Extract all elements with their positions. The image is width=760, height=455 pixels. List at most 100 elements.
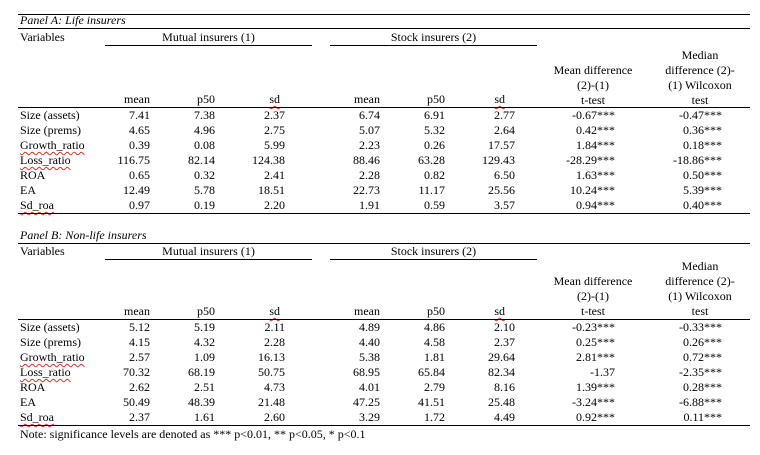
- header-line: difference (2)-: [665, 63, 735, 77]
- cell-stock-p50: 0.26: [424, 138, 445, 152]
- cell-median-diff: -0.33***: [679, 320, 722, 334]
- panel-b-variables-header: Variables: [20, 244, 65, 258]
- cell-mutual-mean: 2.62: [129, 380, 150, 394]
- cell-stock-sd: 29.64: [488, 350, 515, 364]
- cell-stock-mean: 2.23: [359, 138, 380, 152]
- header-line: difference (2)-: [665, 274, 735, 288]
- cell-stock-sd: 129.43: [482, 153, 515, 167]
- panel-b-col-p50-mutual: p50: [197, 304, 215, 318]
- panel-b-median-diff-header: Median difference (2)- (1) Wilcoxon test: [650, 259, 750, 319]
- cell-stock-sd: 2.37: [494, 335, 515, 349]
- cell-mutual-mean: 5.12: [129, 320, 150, 334]
- cell-mean-diff: 10.24***: [570, 183, 615, 197]
- cell-median-diff: 0.28***: [683, 380, 722, 394]
- panel-a-col-sd-mutual: sd: [269, 92, 280, 106]
- cell-median-diff: 0.36***: [683, 123, 722, 137]
- cell-mean-diff: -28.29***: [566, 153, 615, 167]
- cell-mutual-sd: 5.99: [264, 138, 285, 152]
- cell-mutual-mean: 0.39: [129, 138, 150, 152]
- cell-mutual-sd: 2.60: [264, 410, 285, 424]
- cell-median-diff: -0.47***: [679, 108, 722, 122]
- cell-stock-sd: 2.64: [494, 123, 515, 137]
- cell-mutual-sd: 2.20: [264, 198, 285, 212]
- cell-stock-mean: 22.73: [353, 183, 380, 197]
- cell-median-diff: 5.39***: [683, 183, 722, 197]
- cell-median-diff: -6.88***: [679, 395, 722, 409]
- cell-mutual-mean: 50.49: [123, 395, 150, 409]
- cell-stock-mean: 6.74: [359, 108, 380, 122]
- cell-mutual-mean: 4.65: [129, 123, 150, 137]
- row-label: Sd_roa: [20, 198, 54, 212]
- row-label: Growth_ratio: [20, 138, 85, 152]
- header-line: (2)-(1): [577, 78, 609, 92]
- cell-stock-p50: 41.51: [418, 395, 445, 409]
- header-line: Mean difference: [553, 274, 633, 288]
- panel-b-col-mean-stock: mean: [354, 304, 380, 318]
- cell-stock-sd: 25.48: [488, 395, 515, 409]
- cell-mutual-p50: 48.39: [188, 395, 215, 409]
- cell-median-diff: -2.35***: [679, 365, 722, 379]
- cell-mean-diff: 1.63***: [576, 168, 615, 182]
- cell-mutual-sd: 2.28: [264, 335, 285, 349]
- panel-a-mean-diff-header: Mean difference (2)-(1) t-test: [538, 63, 648, 108]
- cell-median-diff: 0.18***: [683, 138, 722, 152]
- cell-stock-mean: 4.40: [359, 335, 380, 349]
- cell-mutual-sd: 16.13: [258, 350, 285, 364]
- header-line: Median: [681, 48, 719, 62]
- cell-mutual-sd: 21.48: [258, 395, 285, 409]
- cell-stock-p50: 1.72: [424, 410, 445, 424]
- cell-mutual-mean: 4.15: [129, 335, 150, 349]
- panel-a-title-rule: [18, 28, 750, 29]
- panel-a-col-mean-mutual: mean: [124, 92, 150, 106]
- cell-stock-sd: 25.56: [488, 183, 515, 197]
- cell-stock-mean: 88.46: [353, 153, 380, 167]
- cell-median-diff: 0.50***: [683, 168, 722, 182]
- cell-mutual-sd: 2.75: [264, 123, 285, 137]
- cell-mutual-p50: 5.78: [194, 183, 215, 197]
- panel-b-col-sd-mutual: sd: [269, 304, 280, 318]
- cell-mutual-sd: 124.38: [252, 153, 285, 167]
- panel-b-col-p50-stock: p50: [427, 304, 445, 318]
- header-line: Median: [681, 259, 719, 273]
- cell-stock-p50: 5.32: [424, 123, 445, 137]
- cell-mutual-mean: 2.37: [129, 410, 150, 424]
- row-label: Growth_ratio: [20, 350, 85, 364]
- panel-a-median-diff-header: Median difference (2)- (1) Wilcoxon test: [650, 48, 750, 108]
- cell-stock-p50: 6.91: [424, 108, 445, 122]
- cell-mean-diff: 0.92***: [576, 410, 615, 424]
- cell-mutual-p50: 2.51: [194, 380, 215, 394]
- panel-a-top-rule: [18, 14, 750, 15]
- panel-b-header-rule: [18, 319, 750, 320]
- cell-stock-p50: 4.58: [424, 335, 445, 349]
- cell-mutual-mean: 0.97: [129, 198, 150, 212]
- cell-mutual-mean: 12.49: [123, 183, 150, 197]
- header-line: t-test: [581, 93, 605, 107]
- cell-mutual-mean: 116.75: [117, 153, 150, 167]
- cell-stock-mean: 3.29: [359, 410, 380, 424]
- panel-a-col-mean-stock: mean: [354, 92, 380, 106]
- cell-mutual-p50: 5.19: [194, 320, 215, 334]
- panel-a-bottom-rule: [18, 213, 750, 214]
- cell-mutual-p50: 0.19: [194, 198, 215, 212]
- row-label: Loss_ratio: [20, 153, 71, 167]
- cell-mean-diff: -0.67***: [572, 108, 615, 122]
- cell-mean-diff: -1.37: [590, 365, 615, 379]
- cell-stock-sd: 3.57: [494, 198, 515, 212]
- cell-stock-sd: 6.50: [494, 168, 515, 182]
- cell-stock-p50: 63.28: [418, 153, 445, 167]
- panel-a-mutual-group-header: Mutual insurers (1): [162, 30, 255, 44]
- significance-note: Note: significance levels are denoted as…: [20, 427, 366, 441]
- cell-mutual-p50: 7.38: [194, 108, 215, 122]
- row-label: Size (assets): [20, 320, 80, 334]
- cell-mutual-mean: 2.57: [129, 350, 150, 364]
- panel-b-title: Panel B: Non-life insurers: [20, 228, 147, 242]
- cell-mean-diff: 1.84***: [576, 138, 615, 152]
- cell-stock-sd: 82.34: [488, 365, 515, 379]
- panel-b-bottom-rule: [18, 425, 750, 426]
- cell-mutual-p50: 68.19: [188, 365, 215, 379]
- row-label: EA: [20, 395, 36, 409]
- row-label: EA: [20, 183, 36, 197]
- row-label: Size (assets): [20, 108, 80, 122]
- panel-a-stock-group-rule: [330, 45, 537, 46]
